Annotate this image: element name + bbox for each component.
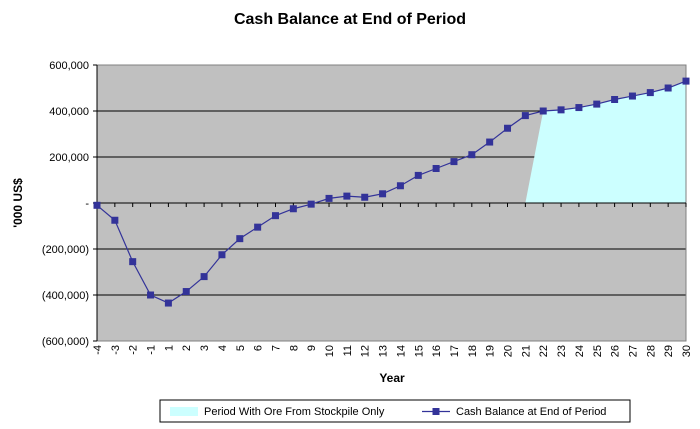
x-tick-label: 24 bbox=[574, 345, 586, 357]
cash-balance-line-layer bbox=[96, 80, 687, 304]
stockpile-area-layer bbox=[525, 81, 686, 203]
data-point bbox=[646, 89, 654, 97]
data-point bbox=[414, 171, 422, 179]
data-point bbox=[468, 151, 476, 159]
legend-swatch-cash-marker bbox=[432, 408, 440, 415]
data-point bbox=[236, 235, 244, 243]
x-tick-label: 7 bbox=[270, 345, 282, 351]
data-point bbox=[307, 200, 315, 208]
x-tick-label: -4 bbox=[92, 345, 104, 355]
data-point bbox=[575, 104, 583, 112]
x-tick-label: 6 bbox=[253, 345, 265, 351]
x-tick-label: 19 bbox=[485, 345, 497, 357]
data-point bbox=[164, 299, 172, 307]
cash-balance-points bbox=[93, 77, 690, 307]
x-tick-label: 14 bbox=[395, 345, 407, 357]
data-point bbox=[593, 100, 601, 108]
x-tick-label: 15 bbox=[413, 345, 425, 357]
x-tick-label: 22 bbox=[538, 345, 550, 357]
data-point bbox=[450, 158, 458, 166]
x-tick-label: 8 bbox=[288, 345, 300, 351]
data-point bbox=[93, 201, 101, 209]
data-point bbox=[486, 138, 494, 146]
x-tick-label: 9 bbox=[306, 345, 318, 351]
data-point bbox=[379, 190, 387, 198]
x-tick-label: 1 bbox=[163, 345, 175, 351]
x-tick-labels: -4 -3 -2 -1 1 2 3 4 5 6 7 8 9 10 11 12 13 14 15 16 17 18 19 20 2… bbox=[92, 345, 693, 357]
data-point bbox=[611, 96, 619, 103]
data-point bbox=[664, 84, 672, 92]
data-point bbox=[218, 251, 226, 259]
y-tick-label: 600,000 bbox=[49, 60, 89, 72]
x-tick-label: -3 bbox=[110, 345, 122, 355]
data-point bbox=[325, 194, 333, 202]
x-tick-label: 21 bbox=[520, 345, 532, 357]
x-tick-label: 5 bbox=[235, 345, 247, 351]
x-tick-label: 17 bbox=[449, 345, 461, 357]
x-tick-label: 16 bbox=[431, 345, 443, 357]
x-tick-label: 2 bbox=[181, 345, 193, 351]
x-tick-label: 25 bbox=[592, 345, 604, 357]
data-point bbox=[200, 273, 208, 281]
x-tick-label: -2 bbox=[128, 345, 140, 355]
x-tick-label: -1 bbox=[146, 345, 158, 355]
x-tick-label: 4 bbox=[217, 345, 229, 351]
data-point bbox=[628, 92, 636, 100]
y-tick-labels: 600,000 400,000 200,000 - (200,000) (400,000)… bbox=[42, 60, 89, 348]
data-point bbox=[289, 205, 297, 213]
x-tick-label: 26 bbox=[610, 345, 622, 357]
legend-label-cash-balance: Cash Balance at End of Period bbox=[456, 406, 606, 418]
legend-swatch-stockpile-area bbox=[170, 407, 198, 416]
x-tick-label: 11 bbox=[342, 345, 354, 356]
chart-title: Cash Balance at End of Period bbox=[234, 11, 466, 28]
y-tick-label: 400,000 bbox=[49, 106, 89, 118]
data-point bbox=[271, 212, 279, 220]
x-tick-label: 29 bbox=[663, 345, 675, 357]
data-point bbox=[182, 288, 190, 296]
x-tick-label: 13 bbox=[378, 345, 390, 357]
data-point bbox=[521, 112, 529, 120]
x-tick-label: 27 bbox=[627, 345, 639, 357]
x-axis-title: Year bbox=[379, 371, 405, 385]
data-point bbox=[539, 107, 547, 115]
y-tick-label: (400,000) bbox=[42, 290, 89, 302]
data-point bbox=[361, 193, 369, 201]
data-point bbox=[557, 106, 565, 114]
legend: Period With Ore From Stockpile Only Cash… bbox=[159, 399, 631, 423]
x-tick-label: 12 bbox=[360, 345, 372, 357]
x-tick-label: 18 bbox=[467, 345, 479, 357]
x-tick-label: 3 bbox=[199, 345, 211, 351]
y-tick-label: (200,000) bbox=[42, 244, 89, 256]
x-tick-label: 20 bbox=[503, 345, 515, 357]
y-tick-label: 200,000 bbox=[49, 152, 89, 164]
data-point bbox=[254, 223, 262, 231]
data-point bbox=[129, 258, 137, 266]
x-tick-label: 23 bbox=[556, 345, 568, 357]
y-axis-title: '000 US$ bbox=[11, 178, 25, 228]
legend-box bbox=[159, 399, 631, 423]
x-tick-label: 28 bbox=[645, 345, 657, 357]
data-point bbox=[504, 124, 512, 132]
data-point bbox=[111, 216, 119, 224]
legend-label-stockpile: Period With Ore From Stockpile Only bbox=[204, 406, 385, 418]
data-point bbox=[432, 165, 440, 172]
stockpile-area bbox=[525, 81, 686, 203]
y-tick-label: (600,000) bbox=[42, 336, 89, 348]
data-point bbox=[682, 77, 690, 85]
y-tick-label: - bbox=[85, 198, 89, 210]
x-tick-label: 30 bbox=[681, 345, 693, 357]
x-tick-label: 10 bbox=[324, 345, 336, 357]
cash-balance-line bbox=[96, 80, 687, 304]
data-point bbox=[396, 182, 404, 190]
data-point bbox=[147, 291, 155, 299]
data-point bbox=[343, 192, 351, 200]
